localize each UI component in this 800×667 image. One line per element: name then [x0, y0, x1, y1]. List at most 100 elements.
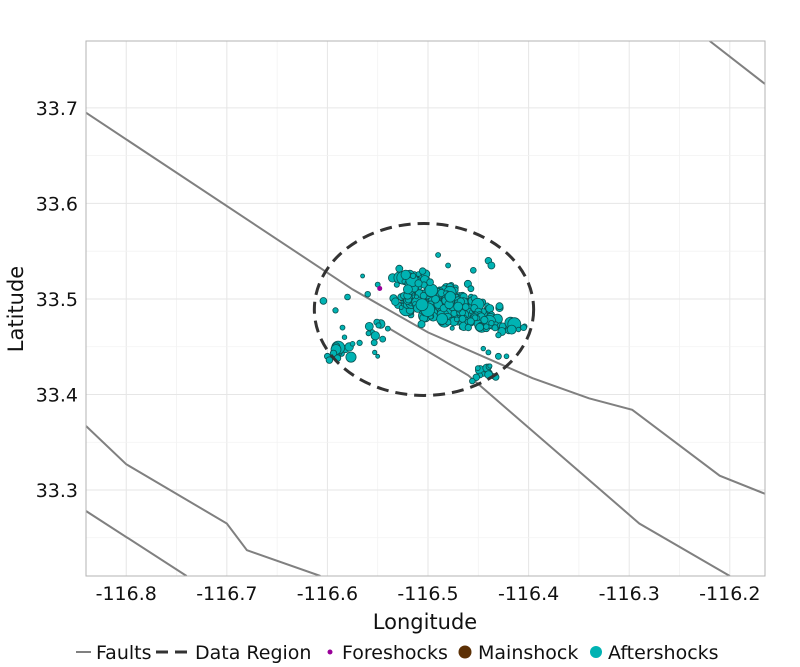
legend-key-mainshock	[458, 645, 472, 659]
aftershock-point	[415, 298, 429, 312]
aftershock-point	[480, 315, 489, 324]
aftershock-point	[453, 301, 464, 312]
aftershock-point	[435, 252, 442, 258]
aftershock-point	[418, 267, 427, 275]
legend-item-aftershocks: Aftershocks	[590, 642, 719, 664]
aftershocks-layer	[319, 252, 528, 385]
x-tick-label: -116.3	[599, 583, 660, 605]
aftershock-point	[480, 345, 486, 352]
legend-label: Faults	[96, 642, 152, 664]
aftershock-point	[370, 339, 378, 347]
x-tick-label: -116.2	[699, 583, 760, 605]
aftershock-point	[414, 294, 419, 300]
aftershock-point	[503, 353, 510, 360]
aftershock-point	[436, 313, 449, 325]
legend-item-foreshocks: Foreshocks	[327, 642, 448, 664]
x-axis: -116.8 -116.7 -116.6 -116.5 -116.4 -116.3 -116…	[96, 583, 761, 605]
y-tick-label: 33.7	[36, 98, 78, 120]
aftershock-point	[400, 269, 411, 280]
aftershock-point	[372, 349, 378, 355]
aftershock-point	[384, 325, 391, 332]
aftershock-point	[332, 307, 339, 314]
aftershock-point	[414, 279, 423, 288]
aftershock-point	[341, 334, 348, 340]
y-tick-label: 33.3	[36, 480, 78, 502]
x-tick-label: -116.7	[196, 583, 257, 605]
x-tick-label: -116.6	[297, 583, 358, 605]
aftershock-point	[506, 324, 517, 335]
aftershock-point	[495, 302, 504, 311]
aftershock-point	[319, 297, 328, 305]
aftershock-point	[458, 315, 467, 323]
aftershock-point	[487, 363, 493, 369]
legend-item-mainshock: Mainshock	[458, 642, 578, 664]
aftershock-point	[475, 322, 485, 332]
fault-line	[387, 326, 731, 576]
y-tick-label: 33.4	[36, 384, 78, 406]
y-axis: 33.3 33.4 33.5 33.6 33.7	[36, 98, 78, 502]
legend-key-foreshocks	[327, 649, 333, 655]
x-axis-title: Longitude	[373, 610, 477, 634]
aftershock-point	[515, 326, 522, 333]
aftershock-point	[466, 317, 475, 326]
legend-item-data-region: Data Region	[156, 642, 311, 664]
aftershock-point	[424, 283, 439, 298]
aftershock-point	[356, 339, 363, 346]
aftershock-point	[485, 304, 495, 313]
x-tick-label: -116.5	[397, 583, 458, 605]
y-axis-title: Latitude	[4, 266, 28, 352]
aftershock-point	[349, 340, 356, 347]
aftershock-point	[365, 330, 372, 337]
aftershock-point	[360, 273, 366, 279]
aftershock-point	[379, 335, 387, 343]
aftershock-point	[494, 352, 502, 360]
aftershock-point	[375, 322, 382, 329]
fault-line	[86, 425, 321, 576]
aftershock-point	[467, 285, 475, 293]
fault-line	[86, 510, 188, 576]
aftershock-point	[487, 261, 496, 270]
aftershock-point	[520, 324, 527, 332]
legend-key-aftershocks	[590, 646, 602, 658]
foreshock-point	[377, 285, 383, 291]
legend: Faults Data Region Foreshocks Mainshock Afte…	[76, 642, 719, 664]
aftershock-point	[485, 349, 492, 356]
aftershock-point	[375, 353, 381, 359]
data-region-boundary	[312, 221, 536, 397]
legend-label: Mainshock	[478, 642, 578, 664]
aftershock-point	[488, 319, 495, 327]
aftershock-point	[393, 281, 400, 288]
aftershock-point	[417, 320, 426, 329]
aftershock-point	[449, 325, 455, 331]
aftershock-point	[370, 331, 380, 341]
legend-label: Data Region	[195, 642, 311, 664]
x-tick-label: -116.4	[498, 583, 559, 605]
aftershock-point	[344, 293, 351, 301]
aftershock-point	[364, 291, 371, 298]
plot-area	[86, 41, 765, 576]
y-tick-label: 33.6	[36, 193, 78, 215]
foreshocks-layer	[377, 285, 383, 291]
aftershock-point	[469, 266, 477, 274]
aftershock-point	[483, 323, 490, 330]
aftershock-point	[469, 377, 476, 385]
aftershock-point	[345, 351, 357, 363]
legend-item-faults: Faults	[76, 642, 152, 664]
aftershock-point	[495, 332, 502, 339]
aftershock-point	[402, 284, 413, 295]
aftershock-point	[444, 291, 457, 303]
y-tick-label: 33.5	[36, 289, 78, 311]
fault-line	[86, 111, 765, 495]
aftershock-point	[395, 264, 404, 273]
aftershock-point	[409, 272, 417, 279]
aftershock-point	[391, 297, 400, 306]
faults-layer	[86, 41, 765, 576]
aftershock-point	[453, 316, 460, 323]
aftershock-point	[464, 323, 472, 332]
legend-label: Foreshocks	[342, 642, 448, 664]
aftershock-point	[339, 324, 346, 331]
data-region-layer	[312, 221, 536, 397]
x-tick-label: -116.8	[96, 583, 157, 605]
aftershock-point	[398, 305, 404, 310]
